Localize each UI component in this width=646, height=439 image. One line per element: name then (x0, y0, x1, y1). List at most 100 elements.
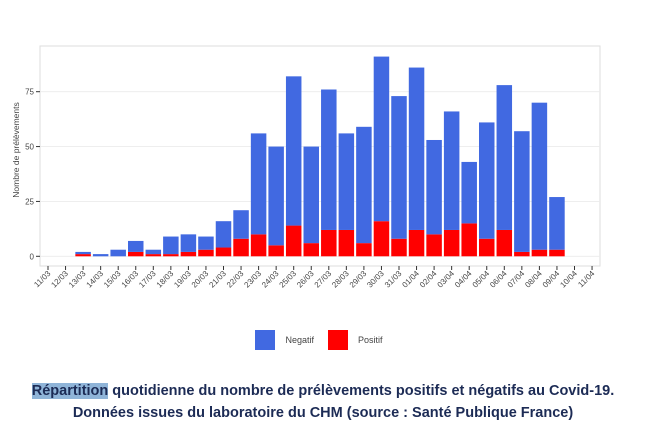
x-tick-label: 04/04 (453, 269, 474, 290)
x-tick-label: 21/03 (207, 269, 228, 290)
bar-negatif (163, 236, 179, 255)
x-tick-label: 22/03 (225, 269, 246, 290)
x-tick-label: 13/03 (67, 269, 88, 290)
bar-negatif (479, 122, 495, 239)
y-tick-label: 75 (25, 88, 34, 97)
caption-line1: quotidienne du nombre de prélèvements po… (108, 383, 615, 399)
bar-positif (75, 254, 91, 257)
bar-positif (356, 243, 372, 257)
bar-positif (180, 251, 197, 257)
x-tick-label: 18/03 (155, 269, 176, 290)
bar-negatif (145, 249, 162, 255)
stacked-bar-chart: 11/0312/0313/0314/0315/0316/0317/0318/03… (11, 45, 601, 290)
bar-positif (479, 238, 495, 257)
bar-negatif (514, 131, 530, 252)
x-tick-label: 11/03 (32, 269, 52, 289)
x-tick-label: 14/03 (85, 269, 106, 290)
bar-positif (461, 223, 477, 257)
bar-negatif (321, 89, 337, 230)
x-tick-label: 02/04 (418, 269, 439, 290)
x-tick-label: 19/03 (172, 269, 193, 290)
bar-negatif (268, 146, 284, 246)
x-tick-label: 05/04 (471, 269, 492, 290)
bar-negatif (303, 146, 319, 244)
x-tick-label: 15/03 (102, 269, 123, 290)
bar-positif (408, 229, 425, 257)
bar-negatif (233, 210, 249, 239)
bar-negatif (496, 85, 513, 230)
x-tick-label: 26/03 (295, 269, 316, 290)
bar-negatif (250, 133, 267, 235)
bar-negatif (215, 221, 232, 248)
x-tick-label: 30/03 (365, 269, 386, 290)
x-tick-label: 12/03 (49, 269, 70, 290)
x-tick-label: 07/04 (506, 269, 527, 290)
bar-positif (496, 229, 513, 257)
caption-line2: Données issues du laboratoire du CHM (so… (72, 405, 574, 421)
bar-positif (268, 245, 284, 257)
bar-positif (391, 238, 407, 257)
bar-positif (373, 221, 390, 257)
bar-positif (549, 249, 565, 257)
x-tick-label: 11/04 (576, 269, 596, 289)
legend-label-positif: Positif (358, 335, 383, 345)
x-tick-label: 08/04 (523, 269, 544, 290)
bar-positif (233, 238, 249, 257)
bar-positif (531, 249, 548, 257)
x-tick-label: 09/04 (541, 269, 562, 290)
x-tick-label: 28/03 (330, 269, 351, 290)
legend-swatch-positif (328, 330, 348, 350)
x-tick-label: 10/04 (558, 269, 579, 290)
x-tick-label: 27/03 (313, 269, 334, 290)
x-tick-label: 23/03 (242, 269, 263, 290)
x-tick-label: 31/03 (383, 269, 404, 290)
legend-swatch-negatif (255, 330, 276, 350)
x-tick-label: 24/03 (260, 269, 281, 290)
bar-positif (145, 254, 162, 257)
bar-negatif (92, 254, 109, 257)
bar-negatif (110, 249, 126, 257)
bar-positif (163, 254, 179, 257)
bar-positif (198, 249, 214, 257)
legend-label-negatif: Negatif (285, 335, 314, 345)
bar-positif (426, 234, 442, 257)
y-tick-label: 0 (30, 252, 35, 261)
bar-negatif (391, 96, 407, 239)
bar-positif (128, 251, 144, 257)
x-tick-label: 25/03 (278, 269, 299, 290)
figure-caption: Répartition quotidienne du nombre de pré… (0, 380, 646, 424)
bar-positif (443, 229, 460, 257)
y-tick-label: 25 (25, 197, 34, 206)
bar-negatif (338, 133, 355, 230)
bar-negatif (461, 161, 477, 224)
bar-positif (514, 251, 530, 257)
bar-negatif (408, 67, 425, 230)
bar-negatif (356, 126, 372, 244)
bar-negatif (75, 251, 91, 255)
bar-negatif (443, 111, 460, 230)
x-tick-label: 03/04 (436, 269, 457, 290)
x-tick-label: 20/03 (190, 269, 211, 290)
bar-negatif (373, 56, 390, 222)
bar-negatif (128, 240, 144, 252)
bar-negatif (426, 139, 442, 235)
bar-negatif (180, 234, 197, 252)
bar-positif (250, 234, 267, 257)
legend: Negatif Positif (0, 330, 646, 350)
bar-negatif (549, 197, 565, 250)
x-tick-label: 01/04 (400, 269, 421, 290)
x-tick-label: 16/03 (120, 269, 141, 290)
bar-positif (215, 247, 232, 257)
bar-negatif (285, 76, 302, 226)
bar-positif (338, 229, 355, 257)
x-tick-label: 29/03 (348, 269, 369, 290)
bar-positif (285, 225, 302, 257)
caption-highlight: Répartition (31, 383, 109, 399)
bar-positif (303, 243, 319, 257)
x-tick-label: 17/03 (137, 269, 158, 290)
y-axis-label: Nombre de prélèvements (11, 102, 21, 197)
bar-negatif (531, 102, 548, 250)
y-tick-label: 50 (25, 143, 34, 152)
x-tick-label: 06/04 (488, 269, 509, 290)
bar-negatif (198, 236, 214, 250)
